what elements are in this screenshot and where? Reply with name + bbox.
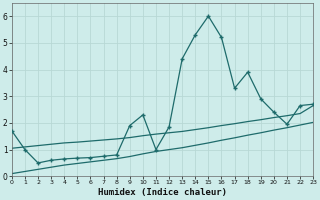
X-axis label: Humidex (Indice chaleur): Humidex (Indice chaleur) <box>98 188 227 197</box>
